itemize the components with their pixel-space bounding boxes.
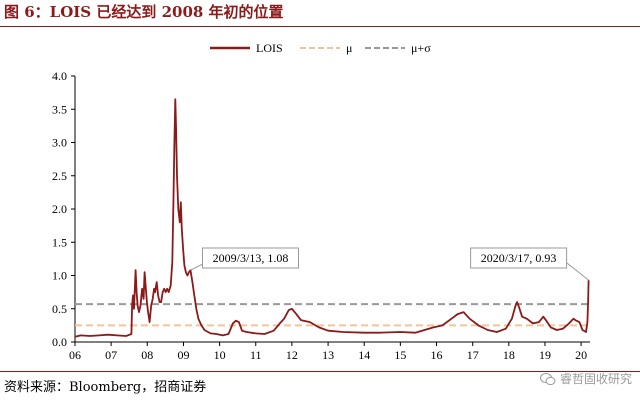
y-tick-label: 0.5 bbox=[52, 302, 67, 316]
wechat-icon bbox=[539, 372, 556, 385]
callout-label: 2009/3/13, 1.08 bbox=[213, 251, 289, 265]
x-tick-label: 19 bbox=[539, 348, 551, 362]
legend: LOIS μ μ+σ bbox=[210, 41, 431, 55]
y-tick-label: 3.5 bbox=[52, 102, 67, 116]
reference-lines bbox=[75, 303, 590, 327]
legend-item: LOIS bbox=[210, 41, 283, 55]
x-tick-label: 08 bbox=[141, 348, 153, 362]
annotation-callout: 2009/3/13, 1.08 bbox=[190, 247, 300, 271]
series-layer bbox=[74, 98, 590, 338]
annotation-callout: 2020/3/17, 0.93 bbox=[470, 247, 589, 281]
x-tick-label: 18 bbox=[503, 348, 515, 362]
source-rule bbox=[0, 371, 640, 372]
legend-item: μ bbox=[300, 41, 352, 55]
y-tick-label: 1.5 bbox=[52, 235, 67, 249]
watermark-text: 睿哲固收研究 bbox=[559, 372, 632, 386]
y-tick-label: 2.0 bbox=[52, 202, 67, 216]
x-tick-label: 15 bbox=[394, 348, 406, 362]
callout-box bbox=[470, 247, 568, 269]
x-tick-label: 14 bbox=[358, 348, 370, 362]
x-tick-label: 11 bbox=[250, 348, 262, 362]
y-tick-label: 1.0 bbox=[52, 269, 67, 283]
callout-box bbox=[202, 247, 300, 269]
x-tick-label: 20 bbox=[575, 348, 587, 362]
y-tick-label: 3.0 bbox=[52, 136, 67, 150]
title-rule bbox=[0, 26, 640, 27]
x-tick-label: 10 bbox=[214, 348, 226, 362]
lois-chart: 0.0 0.5 1.0 1.5 2.0 2.5 3.0 3.5 4.0 06 07 08 09 10 11 1… bbox=[52, 41, 590, 362]
y-tick-label: 2.5 bbox=[52, 169, 67, 183]
annotation-layer: 2009/3/13, 1.08 2020/3/17, 0.93 bbox=[190, 247, 589, 281]
x-tick-label: 13 bbox=[322, 348, 334, 362]
x-tick-label: 16 bbox=[430, 348, 442, 362]
legend-label: μ bbox=[346, 41, 352, 55]
y-tick-label: 0.0 bbox=[52, 335, 67, 349]
legend-item: μ+σ bbox=[365, 41, 431, 55]
lois-series-line bbox=[74, 98, 590, 338]
watermark: 睿哲固收研究 bbox=[539, 370, 632, 387]
y-tick-label: 4.0 bbox=[52, 69, 67, 83]
legend-label: LOIS bbox=[256, 41, 283, 55]
source-note: 资料来源：Bloomberg，招商证券 bbox=[4, 380, 207, 395]
figure-title: 图 6：LOIS 已经达到 2008 年初的位置 bbox=[4, 3, 284, 21]
x-tick-label: 07 bbox=[105, 348, 117, 362]
x-tick-label: 09 bbox=[177, 348, 189, 362]
x-tick-label: 06 bbox=[69, 348, 81, 362]
chart-axes: 0.0 0.5 1.0 1.5 2.0 2.5 3.0 3.5 4.0 06 07 08 09 10 11 1… bbox=[52, 69, 590, 362]
x-tick-label: 12 bbox=[286, 348, 298, 362]
legend-label: μ+σ bbox=[411, 41, 431, 55]
callout-label: 2020/3/17, 0.93 bbox=[481, 251, 557, 265]
x-tick-label: 17 bbox=[467, 348, 479, 362]
